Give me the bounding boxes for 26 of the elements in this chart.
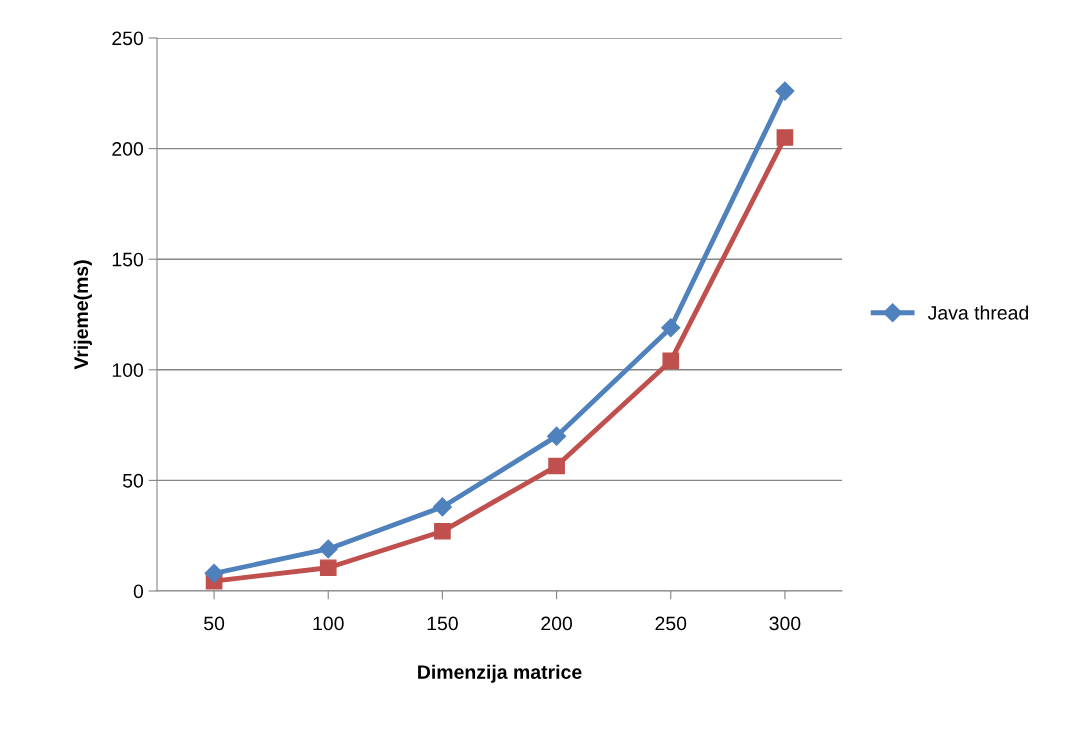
- point: [775, 81, 795, 101]
- x-tick-label: 300: [769, 616, 801, 631]
- point: [776, 129, 794, 146]
- legend-label: Java thread: [927, 305, 1028, 320]
- point: [319, 559, 337, 577]
- point: [204, 563, 224, 583]
- x-tick-label: 100: [313, 616, 344, 631]
- y-tick-label: 150: [112, 252, 144, 267]
- y-tick-label: 250: [112, 31, 144, 46]
- y-axis-title: Vrijeme(ms): [73, 260, 92, 370]
- point: [548, 457, 565, 475]
- point: [432, 497, 452, 517]
- y-tick-label: 0: [133, 584, 144, 599]
- point: [547, 426, 567, 446]
- point: [661, 318, 681, 338]
- x-tick-label: 200: [541, 616, 573, 631]
- x-tick-label: 150: [427, 616, 458, 631]
- y-tick-label: 50: [122, 473, 144, 488]
- y-tick-label: 200: [112, 142, 144, 156]
- point: [662, 352, 680, 370]
- x-tick-label: 50: [204, 616, 225, 631]
- y-tick-label: 100: [112, 363, 144, 378]
- point: [434, 522, 451, 540]
- point: [318, 539, 338, 559]
- x-tick-label: 250: [655, 616, 687, 631]
- x-axis-title: Dimenzija matrice: [418, 664, 582, 683]
